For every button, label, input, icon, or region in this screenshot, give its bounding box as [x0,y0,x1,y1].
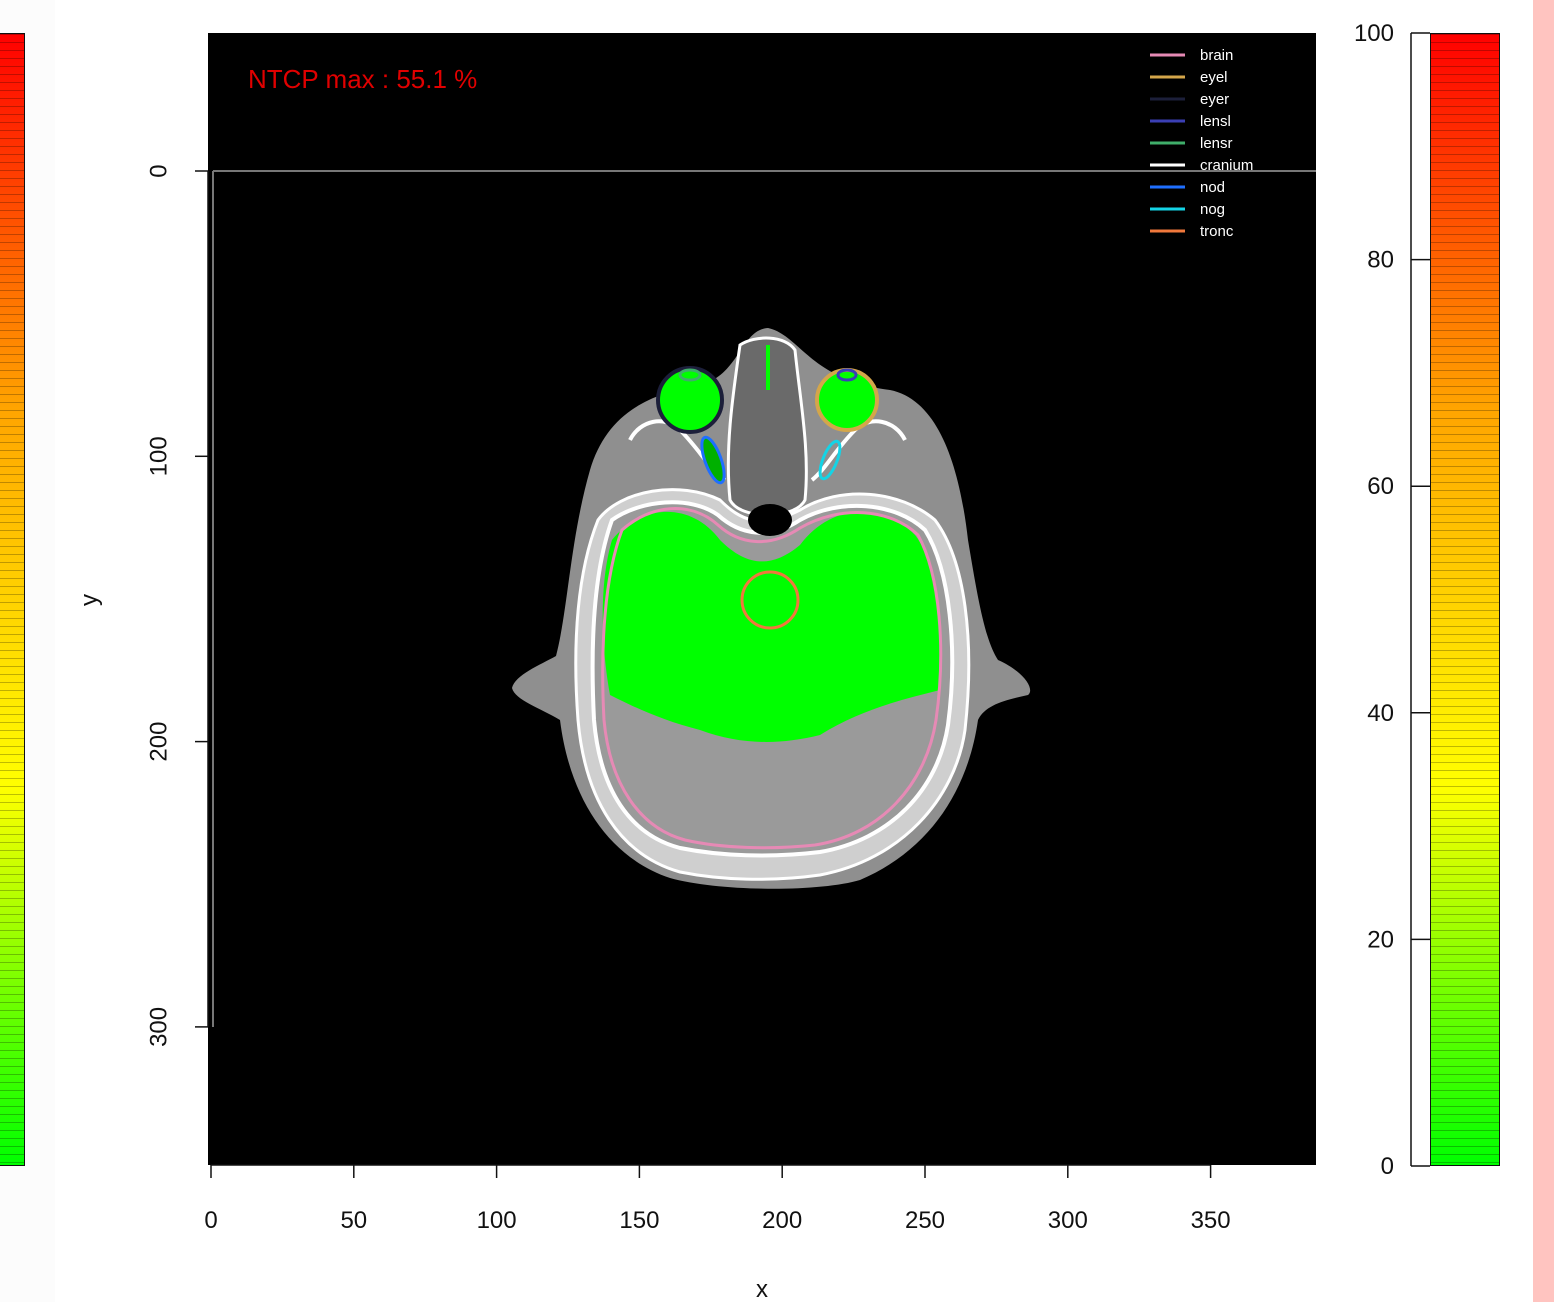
colorbar-tick-label: 60 [1367,473,1394,500]
x-tick-label: 50 [340,1207,367,1234]
legend-entry: tronc [1200,223,1234,240]
legend-entry: eyel [1200,69,1228,86]
nasal-cavity [726,336,808,517]
y-tick-label: 200 [145,722,172,762]
x-axis-label: x [756,1276,768,1302]
legend-entry: nod [1200,179,1225,196]
optic-nerve-right [700,435,726,485]
x-tick-label: 300 [1048,1207,1088,1234]
legend-entry: lensl [1200,113,1231,130]
y-tick-label: 300 [145,1007,172,1047]
y-axis: 0 100 200 300 [145,164,209,1047]
lens-left-contour [836,368,858,382]
colorbar-tick-label: 0 [1381,1153,1394,1180]
x-tick-label: 0 [204,1207,217,1234]
colorbar-tick-label: 100 [1354,20,1394,47]
colorbar-tick-label: 20 [1367,926,1394,953]
legend-entry: eyer [1200,91,1229,108]
x-tick-label: 350 [1191,1207,1231,1234]
head-anatomy [512,328,1031,889]
x-tick-label: 150 [619,1207,659,1234]
colorbar-tick-label: 40 [1367,700,1394,727]
lens-right-contour [678,368,702,382]
legend-entry: nog [1200,201,1225,218]
left-colorbar [0,33,25,1166]
colorbar-axis: 100 80 60 40 20 0 [1354,20,1430,1180]
legend-entry: lensr [1200,135,1233,152]
x-tick-label: 100 [477,1207,517,1234]
x-tick-label: 250 [905,1207,945,1234]
brain-contour [601,507,943,850]
ntcp-max-label: NTCP max : 55.1 % [248,64,478,94]
legend: brain eyel eyer lensl lensr cranium nod nog tron… [1150,47,1253,240]
eye-right-contour [656,366,724,434]
x-axis: 0 50 100 150 200 250 300 350 [204,1164,1231,1234]
y-axis-label: y [76,594,103,606]
y-tick-label: 100 [145,436,172,476]
side-strip [1533,0,1554,1302]
right-colorbar [1430,33,1500,1166]
y-tick-label: 0 [145,164,172,177]
brainstem-contour [740,570,800,630]
airway [748,504,792,536]
colorbar-tick-label: 80 [1367,247,1394,274]
legend-entry: cranium [1200,157,1253,174]
optic-nerve-left [818,439,842,481]
x-tick-label: 200 [762,1207,802,1234]
legend-entry: brain [1200,47,1233,64]
